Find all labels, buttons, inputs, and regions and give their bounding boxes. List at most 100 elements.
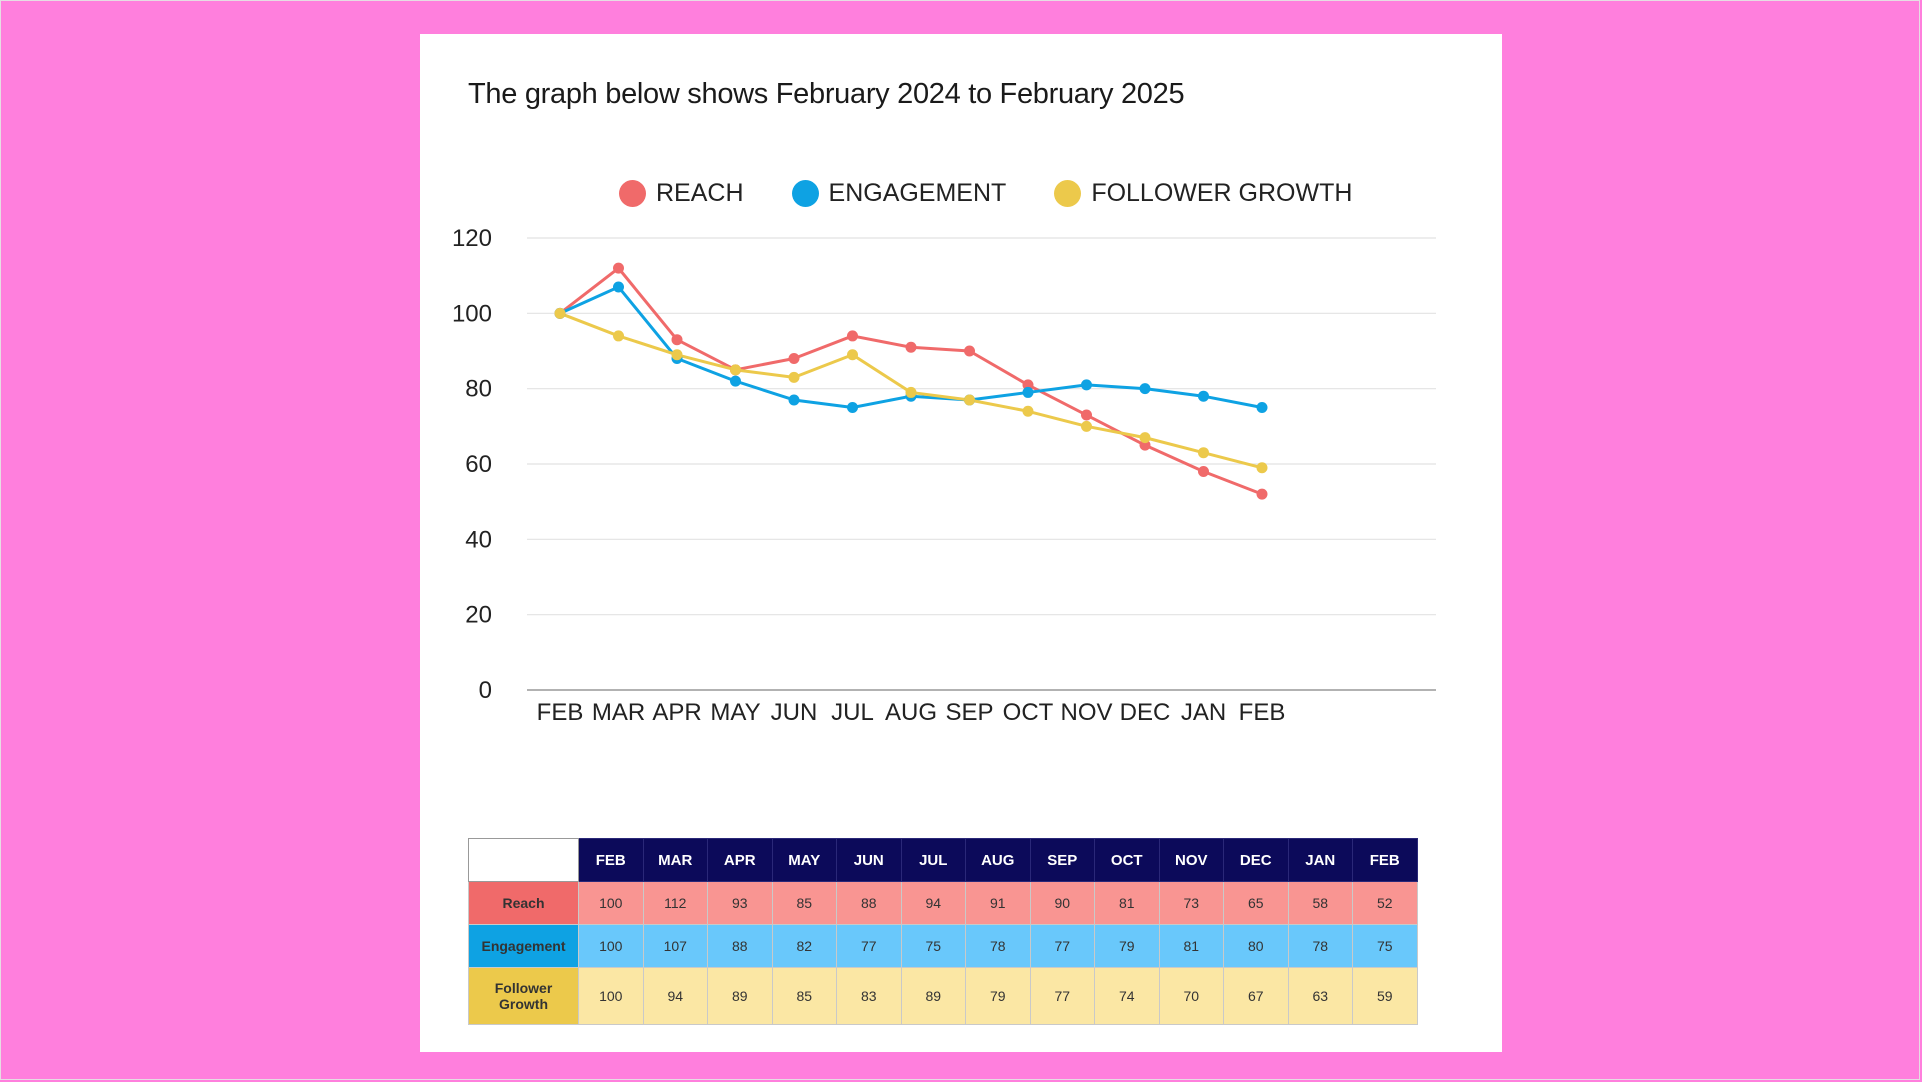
table-header-cell: FEB bbox=[578, 838, 644, 882]
table-header-cell: FEB bbox=[1352, 838, 1418, 882]
table-cell: 93 bbox=[707, 881, 773, 925]
table-cell: 91 bbox=[965, 881, 1031, 925]
table-row-label: Engagement bbox=[468, 924, 579, 968]
table-header-cell: DEC bbox=[1223, 838, 1289, 882]
x-tick-label: MAY bbox=[710, 699, 760, 726]
table-cell: 100 bbox=[578, 881, 644, 925]
data-point-follower-growth bbox=[964, 394, 975, 406]
table-header-cell: JUL bbox=[900, 838, 966, 882]
table-cell: 83 bbox=[836, 967, 902, 1025]
table-cell: 80 bbox=[1223, 924, 1289, 968]
x-tick-label: JUN bbox=[771, 699, 818, 726]
chart-legend: REACH ENGAGEMENT FOLLOWER GROWTH bbox=[619, 175, 1352, 211]
table-cell: 100 bbox=[578, 967, 644, 1025]
table-header-cell: MAY bbox=[771, 838, 837, 882]
table-cell: 73 bbox=[1158, 881, 1224, 925]
legend-label: REACH bbox=[656, 178, 744, 207]
data-point-reach bbox=[788, 353, 800, 365]
table-cell: 77 bbox=[1029, 967, 1095, 1025]
table-cell: 75 bbox=[900, 924, 966, 968]
table-cell: 70 bbox=[1158, 967, 1224, 1025]
data-point-engagement bbox=[1198, 390, 1209, 402]
table-cell: 78 bbox=[965, 924, 1031, 968]
x-tick-label: APR bbox=[652, 699, 701, 726]
line-chart: 0 20 40 60 80 100 120 FEB MAR APR MAY JUN JUL AUG SEP O… bbox=[452, 225, 1436, 726]
x-tick-label: SEP bbox=[945, 699, 993, 726]
legend-item-reach: REACH bbox=[619, 179, 744, 208]
data-point-follower-growth bbox=[1139, 432, 1151, 444]
data-point-engagement bbox=[613, 281, 624, 293]
data-point-follower-growth bbox=[905, 386, 917, 398]
data-point-follower-growth bbox=[1022, 405, 1034, 417]
data-point-engagement bbox=[1256, 402, 1268, 413]
table-row-label: Reach bbox=[468, 881, 579, 925]
table-row-reach: Reach 100 112 93 85 88 94 91 90 81 73 65 58 52 bbox=[468, 881, 1418, 925]
chart-card: The graph below shows February 2024 to F… bbox=[420, 34, 1502, 1052]
table-row-follower-growth: Follower Growth 100 94 89 85 83 89 79 77 74 70 67 63… bbox=[468, 967, 1418, 1025]
data-point-reach bbox=[1198, 466, 1209, 478]
table-cell: 85 bbox=[771, 967, 837, 1025]
legend-item-follower-growth: FOLLOWER GROWTH bbox=[1054, 179, 1352, 208]
data-point-engagement bbox=[1022, 386, 1034, 398]
data-point-reach bbox=[1081, 409, 1092, 421]
data-point-follower-growth bbox=[1256, 462, 1268, 474]
table-header-cell: OCT bbox=[1094, 838, 1160, 882]
data-point-follower-growth bbox=[554, 307, 566, 319]
data-point-follower-growth bbox=[1198, 447, 1209, 459]
data-point-engagement bbox=[1081, 379, 1092, 391]
table-cell: 88 bbox=[836, 881, 902, 925]
data-point-follower-growth bbox=[613, 330, 624, 342]
table-cell: 52 bbox=[1352, 881, 1418, 925]
data-point-follower-growth bbox=[730, 364, 741, 376]
legend-label: ENGAGEMENT bbox=[828, 178, 1007, 207]
data-point-reach bbox=[905, 341, 917, 353]
table-cell: 94 bbox=[642, 967, 708, 1025]
data-point-engagement bbox=[1139, 383, 1151, 395]
y-tick-label: 60 bbox=[465, 451, 492, 478]
y-tick-label: 40 bbox=[465, 526, 492, 553]
table-header-cell: JAN bbox=[1287, 838, 1353, 882]
legend-marker-follower-growth bbox=[1054, 179, 1082, 207]
table-cell: 82 bbox=[771, 924, 837, 968]
table-cell: 63 bbox=[1287, 967, 1353, 1025]
y-tick-label: 80 bbox=[465, 376, 492, 403]
table-cell: 75 bbox=[1352, 924, 1418, 968]
table-cell: 79 bbox=[965, 967, 1031, 1025]
data-point-reach bbox=[1139, 439, 1151, 451]
x-tick-label: JAN bbox=[1181, 699, 1226, 726]
table-cell: 78 bbox=[1287, 924, 1353, 968]
data-point-reach bbox=[964, 345, 975, 357]
x-tick-label: OCT bbox=[1003, 699, 1054, 726]
x-tick-label: AUG bbox=[885, 699, 937, 726]
y-tick-label: 100 bbox=[452, 300, 492, 327]
data-table: FEB MAR APR MAY JUN JUL AUG SEP OCT NOV DEC JAN FEB R… bbox=[468, 838, 1418, 1025]
data-point-reach bbox=[671, 334, 683, 346]
table-row-engagement: Engagement 100 107 88 82 77 75 78 77 79 81 80 78 75 bbox=[468, 924, 1418, 968]
data-point-follower-growth bbox=[671, 349, 683, 361]
legend-item-engagement: ENGAGEMENT bbox=[791, 178, 1007, 208]
data-point-engagement bbox=[788, 394, 800, 406]
table-cell: 100 bbox=[578, 924, 644, 968]
x-tick-label: MAR bbox=[592, 699, 645, 726]
data-point-engagement bbox=[847, 402, 858, 413]
x-tick-label: NOV bbox=[1060, 699, 1112, 726]
table-header-row: FEB MAR APR MAY JUN JUL AUG SEP OCT NOV DEC JAN FEB bbox=[468, 838, 1418, 882]
y-tick-label: 20 bbox=[465, 602, 492, 629]
data-point-follower-growth bbox=[788, 371, 800, 383]
table-cell: 81 bbox=[1094, 881, 1160, 925]
data-point-reach bbox=[847, 330, 858, 342]
table-cell: 67 bbox=[1223, 967, 1289, 1025]
x-tick-label: FEB bbox=[537, 699, 584, 726]
table-cell: 85 bbox=[771, 881, 837, 925]
data-point-engagement bbox=[730, 375, 741, 387]
table-cell: 77 bbox=[1029, 924, 1095, 968]
x-tick-label: FEB bbox=[1239, 699, 1286, 726]
table-cell: 90 bbox=[1029, 881, 1095, 925]
table-corner-cell bbox=[468, 838, 579, 882]
data-point-reach bbox=[1022, 379, 1034, 391]
x-tick-label: DEC bbox=[1120, 699, 1171, 726]
table-cell: 59 bbox=[1352, 967, 1418, 1025]
data-point-reach bbox=[613, 262, 624, 274]
table-cell: 65 bbox=[1223, 881, 1289, 925]
table-cell: 58 bbox=[1287, 881, 1353, 925]
